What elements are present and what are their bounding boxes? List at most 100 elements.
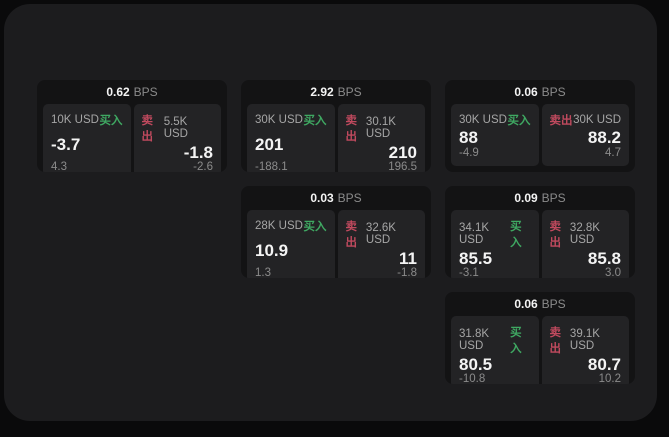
sell-tile[interactable]: 卖出 30K USD 88.2 4.7 bbox=[541, 104, 629, 166]
buy-tile-header: 31.8K USD 买入 bbox=[459, 324, 531, 356]
buy-delta: -3.1 bbox=[459, 267, 479, 278]
buy-tile-header: 10K USD 买入 bbox=[51, 112, 123, 128]
sell-price: 80.7 bbox=[587, 355, 621, 374]
sell-badge: 卖出 bbox=[549, 221, 562, 249]
buy-tile[interactable]: 30K USD 买入 201 -188.1 bbox=[247, 104, 335, 172]
buy-delta: -10.8 bbox=[459, 373, 486, 384]
tiles-row: 10K USD 买入 -3.7 4.3 卖出 5.5K USD -1.8 -2.… bbox=[37, 104, 227, 172]
buy-delta: -188.1 bbox=[255, 161, 288, 172]
buy-delta: -4.9 bbox=[459, 147, 479, 159]
sell-delta: 10.2 bbox=[598, 373, 621, 384]
bps-unit-label: BPS bbox=[337, 191, 362, 205]
sell-tile-header: 卖出 32.6K USD bbox=[346, 218, 418, 250]
bps-header: 0.06 BPS bbox=[445, 80, 635, 104]
quote-card: 0.06 BPS 30K USD 买入 88 -4.9 卖出 30K USD 8… bbox=[445, 80, 635, 172]
buy-price: 10.9 bbox=[255, 241, 289, 260]
sell-tile[interactable]: 卖出 32.8K USD 85.8 3.0 bbox=[541, 210, 629, 278]
sell-tile[interactable]: 卖出 30.1K USD 210 196.5 bbox=[337, 104, 425, 172]
sell-badge: 卖出 bbox=[141, 115, 154, 143]
bps-header: 2.92 BPS bbox=[241, 80, 431, 104]
quote-card: 0.03 BPS 28K USD 买入 10.9 1.3 卖出 32.6K US… bbox=[241, 186, 431, 278]
sell-price: 85.8 bbox=[587, 249, 621, 268]
bps-value: 0.06 bbox=[514, 85, 538, 99]
sell-tile-header: 卖出 30K USD bbox=[550, 112, 622, 128]
tiles-row: 28K USD 买入 10.9 1.3 卖出 32.6K USD 11 -1.8 bbox=[241, 210, 431, 278]
bps-value: 0.09 bbox=[514, 191, 538, 205]
buy-tile[interactable]: 31.8K USD 买入 80.5 -10.8 bbox=[451, 316, 539, 384]
buy-tile[interactable]: 34.1K USD 买入 85.5 -3.1 bbox=[451, 210, 539, 278]
sell-badge: 卖出 bbox=[345, 115, 358, 143]
buy-amount-label: 30K USD bbox=[459, 114, 507, 126]
tiles-row: 30K USD 买入 201 -188.1 卖出 30.1K USD 210 1… bbox=[241, 104, 431, 172]
bps-header: 0.09 BPS bbox=[445, 186, 635, 210]
buy-amount-label: 34.1K USD bbox=[459, 222, 490, 246]
sell-badge: 卖出 bbox=[549, 115, 573, 127]
buy-badge: 买入 bbox=[99, 115, 123, 127]
tiles-row: 34.1K USD 买入 85.5 -3.1 卖出 32.8K USD 85.8… bbox=[445, 210, 635, 278]
bps-value: 0.03 bbox=[310, 191, 334, 205]
buy-tile[interactable]: 10K USD 买入 -3.7 4.3 bbox=[43, 104, 131, 172]
sell-delta: 196.5 bbox=[388, 161, 417, 172]
sell-tile[interactable]: 卖出 39.1K USD 80.7 10.2 bbox=[541, 316, 629, 384]
buy-badge: 买入 bbox=[510, 221, 522, 249]
buy-price: 85.5 bbox=[459, 249, 493, 268]
quote-card: 0.06 BPS 31.8K USD 买入 80.5 -10.8 卖出 39.1… bbox=[445, 292, 635, 384]
sell-tile-header: 卖出 32.8K USD bbox=[550, 218, 622, 250]
buy-price: 201 bbox=[255, 135, 284, 154]
tiles-row: 30K USD 买入 88 -4.9 卖出 30K USD 88.2 4.7 bbox=[445, 104, 635, 172]
bps-value: 0.62 bbox=[106, 85, 130, 99]
sell-badge: 卖出 bbox=[549, 327, 562, 355]
cards-grid: 0.62 BPS 10K USD 买入 -3.7 4.3 卖出 5.5K USD… bbox=[37, 80, 635, 384]
sell-amount-label: 39.1K USD bbox=[569, 328, 600, 352]
bps-unit-label: BPS bbox=[133, 85, 158, 99]
sell-tile-header: 卖出 39.1K USD bbox=[550, 324, 622, 356]
bps-unit-label: BPS bbox=[541, 85, 566, 99]
sell-delta: 3.0 bbox=[605, 267, 621, 278]
buy-badge: 买入 bbox=[303, 221, 327, 233]
tiles-row: 31.8K USD 买入 80.5 -10.8 卖出 39.1K USD 80.… bbox=[445, 316, 635, 384]
buy-badge: 买入 bbox=[507, 115, 531, 127]
buy-badge: 买入 bbox=[303, 115, 327, 127]
bps-header: 0.62 BPS bbox=[37, 80, 227, 104]
quote-card: 0.09 BPS 34.1K USD 买入 85.5 -3.1 卖出 32.8K… bbox=[445, 186, 635, 278]
buy-delta: 1.3 bbox=[255, 267, 271, 278]
buy-tile[interactable]: 28K USD 买入 10.9 1.3 bbox=[247, 210, 335, 278]
bps-unit-label: BPS bbox=[541, 297, 566, 311]
buy-amount-label: 31.8K USD bbox=[459, 328, 490, 352]
sell-amount-label: 30K USD bbox=[573, 114, 621, 126]
sell-tile-header: 卖出 30.1K USD bbox=[346, 112, 418, 144]
bps-value: 0.06 bbox=[514, 297, 538, 311]
quote-card: 0.62 BPS 10K USD 买入 -3.7 4.3 卖出 5.5K USD… bbox=[37, 80, 227, 172]
buy-badge: 买入 bbox=[510, 327, 522, 355]
buy-amount-label: 30K USD bbox=[255, 114, 303, 126]
sell-tile-header: 卖出 5.5K USD bbox=[142, 112, 214, 144]
bps-header: 0.03 BPS bbox=[241, 186, 431, 210]
sell-amount-label: 30.1K USD bbox=[365, 116, 396, 140]
buy-delta: 4.3 bbox=[51, 161, 67, 172]
sell-amount-label: 32.8K USD bbox=[569, 222, 600, 246]
sell-badge: 卖出 bbox=[345, 221, 358, 249]
sell-tile[interactable]: 卖出 32.6K USD 11 -1.8 bbox=[337, 210, 425, 278]
buy-amount-label: 28K USD bbox=[255, 220, 303, 232]
bps-value: 2.92 bbox=[310, 85, 334, 99]
sell-price: 210 bbox=[388, 143, 417, 162]
sell-price: 88.2 bbox=[587, 128, 621, 147]
buy-tile-header: 30K USD 买入 bbox=[255, 112, 327, 128]
buy-tile[interactable]: 30K USD 买入 88 -4.9 bbox=[451, 104, 539, 166]
buy-tile-header: 28K USD 买入 bbox=[255, 218, 327, 234]
main-panel: 0.62 BPS 10K USD 买入 -3.7 4.3 卖出 5.5K USD… bbox=[4, 4, 657, 421]
sell-price: -1.8 bbox=[183, 143, 213, 162]
sell-amount-label: 5.5K USD bbox=[163, 116, 188, 140]
bps-header: 0.06 BPS bbox=[445, 292, 635, 316]
bps-unit-label: BPS bbox=[337, 85, 362, 99]
bps-unit-label: BPS bbox=[541, 191, 566, 205]
sell-amount-label: 32.6K USD bbox=[365, 222, 396, 246]
buy-tile-header: 30K USD 买入 bbox=[459, 112, 531, 128]
buy-price: 80.5 bbox=[459, 355, 493, 374]
sell-delta: 4.7 bbox=[605, 147, 621, 159]
quote-card: 2.92 BPS 30K USD 买入 201 -188.1 卖出 30.1K … bbox=[241, 80, 431, 172]
sell-tile[interactable]: 卖出 5.5K USD -1.8 -2.6 bbox=[133, 104, 221, 172]
buy-price: -3.7 bbox=[51, 135, 81, 154]
sell-delta: -1.8 bbox=[397, 267, 417, 278]
buy-amount-label: 10K USD bbox=[51, 114, 99, 126]
